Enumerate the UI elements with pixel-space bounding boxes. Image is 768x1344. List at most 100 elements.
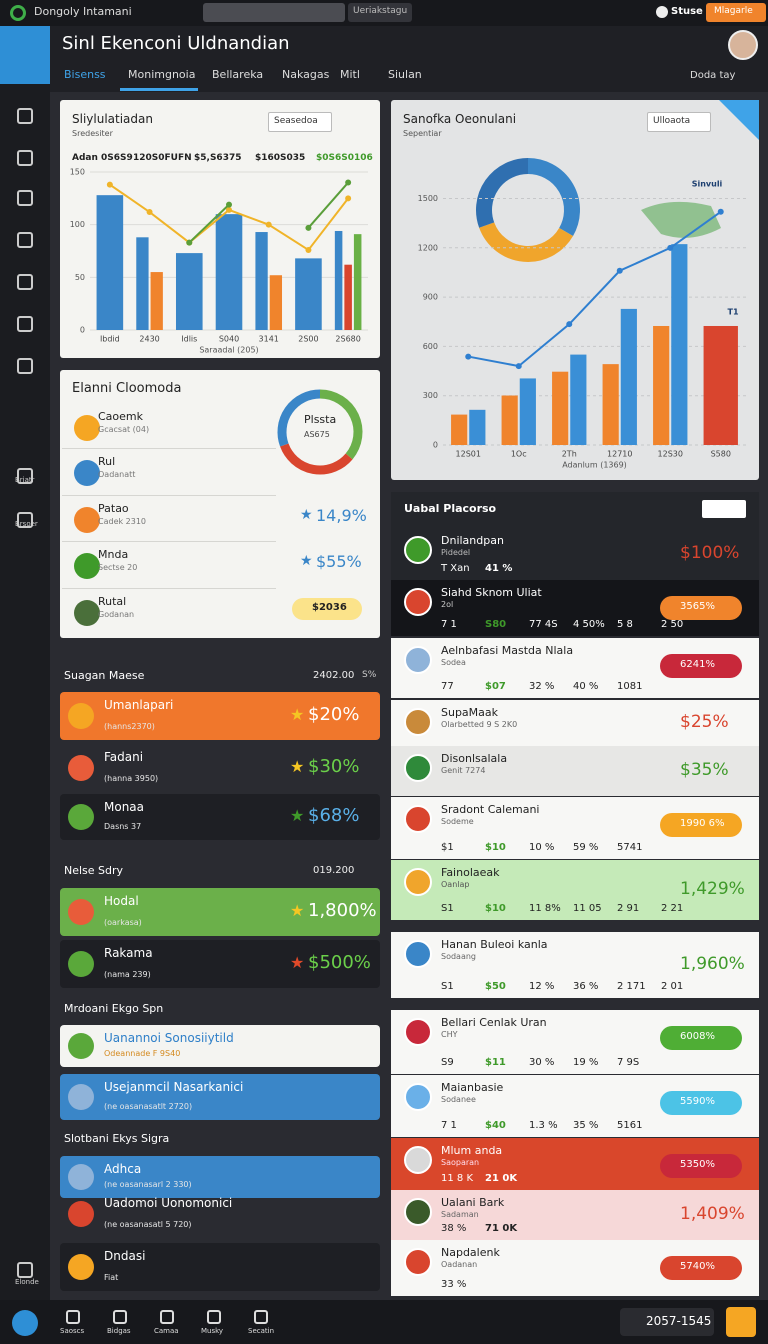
dropdown[interactable] <box>647 112 711 132</box>
line-point <box>616 267 623 274</box>
badge: $100% <box>680 543 740 563</box>
chart-plot: 0 50 100 150 Ibdid 2430 Idlis S040 3141 2S00 2S680… <box>70 168 368 355</box>
tab[interactable]: Bellareka <box>212 68 264 81</box>
row-icon <box>68 1254 94 1280</box>
item-icon <box>74 507 100 533</box>
dropdown[interactable] <box>268 112 332 132</box>
row-sub: Fiat <box>104 1273 119 1282</box>
sidebar-icon[interactable] <box>17 150 33 166</box>
x-tick-label: S580 <box>711 450 731 459</box>
row-sub: (hanns2370) <box>104 722 155 731</box>
list-row[interactable] <box>391 860 759 920</box>
bar <box>552 371 569 445</box>
row-icon <box>404 708 432 736</box>
row-sub: Saoparan <box>441 1158 480 1167</box>
bar <box>215 214 243 330</box>
tab[interactable]: Bisenss <box>64 68 106 81</box>
row-stat: 12 % <box>529 981 555 992</box>
section-row <box>60 888 380 936</box>
row-stat: 5741 <box>617 842 643 853</box>
sidebar-icon[interactable] <box>17 190 33 206</box>
search-text: Ueriakstagu <box>353 6 408 16</box>
line-point <box>717 208 724 215</box>
list-row[interactable] <box>391 1190 759 1240</box>
row-name: Hanan Buleoi kanla <box>441 938 548 951</box>
sidebar-icon[interactable] <box>17 468 33 484</box>
inset-donut-segment <box>479 221 574 262</box>
row-icon <box>404 1198 432 1226</box>
y-tick-label: 1500 <box>418 194 438 203</box>
nav-icon[interactable] <box>207 1310 221 1324</box>
donut <box>277 389 363 475</box>
y-tick-label: 600 <box>423 342 438 351</box>
line-point <box>345 179 352 186</box>
x-tick-label: S040 <box>219 335 239 344</box>
annotation: T1 <box>727 308 738 317</box>
sidebar-home[interactable] <box>0 26 50 84</box>
bar <box>96 195 124 330</box>
row-name: SupaMaak <box>441 706 499 719</box>
sidebar-label: Briatr <box>15 476 35 484</box>
nav-icon[interactable] <box>254 1310 268 1324</box>
x-tick-label: 12S30 <box>658 450 683 459</box>
row-stat: $50 <box>485 981 506 992</box>
badge: 5740% <box>680 1261 715 1272</box>
x-tick-label: 12710 <box>607 450 632 459</box>
tab[interactable]: Mitl <box>340 68 360 81</box>
list-row[interactable] <box>391 746 759 796</box>
sidebar-icon[interactable] <box>17 232 33 248</box>
item-value: $2036 <box>312 602 347 613</box>
tab-underline <box>120 88 198 91</box>
donut-segment <box>319 389 363 460</box>
list-row[interactable] <box>391 700 759 746</box>
nav-icon[interactable] <box>160 1310 174 1324</box>
donut-sub: AS675 <box>304 430 330 439</box>
row-icon <box>68 899 94 925</box>
section-row <box>60 1025 380 1067</box>
search-box[interactable] <box>203 3 345 22</box>
row-stat: S1 <box>441 903 454 914</box>
sidebar-icon[interactable] <box>17 316 33 332</box>
section-value: 019.200 <box>313 865 355 876</box>
top-button[interactable] <box>706 3 766 22</box>
sidebar-icon[interactable] <box>17 274 33 290</box>
sidebar-icon[interactable] <box>17 512 33 528</box>
search-field[interactable] <box>348 3 412 22</box>
upload-button[interactable] <box>726 1307 756 1337</box>
sidebar-label: Brsoer <box>15 520 38 528</box>
sidebar-icon[interactable] <box>17 108 33 124</box>
sidebar-icon[interactable] <box>17 1262 33 1278</box>
badge: 6241% <box>680 659 715 670</box>
item-sub: Oadanatt <box>98 470 136 479</box>
chart-subtitle: Sredesiter <box>72 129 113 138</box>
row-sub: (ne oasanasatl 5 720) <box>104 1220 192 1229</box>
list-filter[interactable] <box>702 500 746 518</box>
badge: 1990 6% <box>680 818 725 829</box>
item-icon <box>74 553 100 579</box>
row-stat: 40 % <box>573 681 599 692</box>
list-row[interactable] <box>391 528 759 580</box>
x-tick-label: 2430 <box>139 335 159 344</box>
tab[interactable]: Monimgnoia <box>128 68 196 81</box>
sidebar-icon[interactable] <box>17 358 33 374</box>
nav-icon[interactable] <box>66 1310 80 1324</box>
tab[interactable]: Siulan <box>388 68 422 81</box>
item-sub: Godanan <box>98 610 135 619</box>
nav-icon[interactable] <box>113 1310 127 1324</box>
row-icon <box>68 1201 94 1227</box>
row-sub: Pidedel <box>441 548 471 557</box>
app-name: Dongoly Intamani <box>34 5 132 18</box>
chart-title: Sliylulatiadan <box>72 112 153 126</box>
line-point <box>566 321 573 328</box>
tab[interactable]: Nakagas <box>282 68 330 81</box>
row-stat: S9 <box>441 1057 454 1068</box>
row-stat: 1081 <box>617 681 643 692</box>
badge-pill <box>660 654 742 678</box>
avatar[interactable] <box>728 30 758 60</box>
x-tick-label: 2S00 <box>298 335 318 344</box>
nav-label: Saoscs <box>60 1327 85 1335</box>
user-icon[interactable] <box>656 6 668 18</box>
list-row[interactable] <box>391 932 759 998</box>
item-sub: Sectse 20 <box>98 563 138 572</box>
